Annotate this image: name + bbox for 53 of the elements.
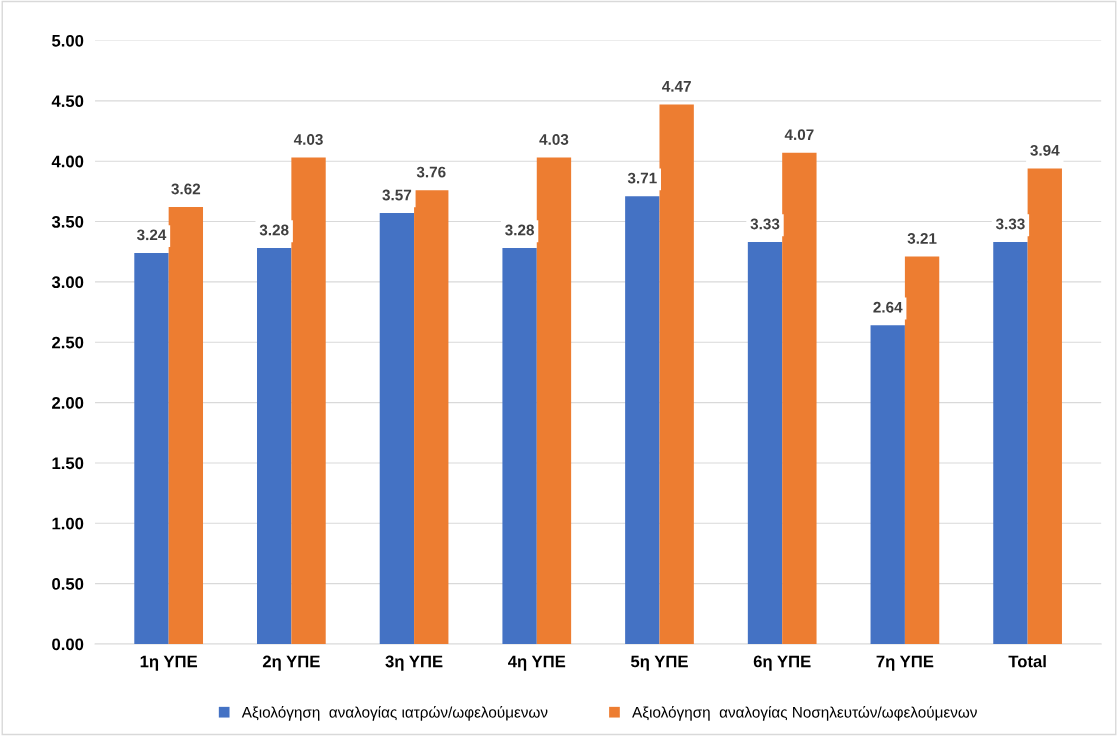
x-tick-label: 5η ΥΠΕ bbox=[630, 655, 688, 671]
y-tick-label: 1.00 bbox=[52, 517, 84, 530]
bar bbox=[414, 190, 449, 644]
x-tick-label: 3η ΥΠΕ bbox=[385, 655, 443, 671]
bar bbox=[904, 256, 940, 644]
bar bbox=[379, 213, 415, 644]
data-label: 3.21 bbox=[907, 233, 937, 244]
x-tick-label: 2η ΥΠΕ bbox=[262, 655, 320, 671]
data-label: 4.03 bbox=[293, 134, 323, 145]
data-label: 3.94 bbox=[1030, 144, 1060, 156]
data-label: 4.07 bbox=[784, 129, 814, 141]
data-label: 2.64 bbox=[873, 301, 903, 313]
y-tick-label: 0.00 bbox=[52, 638, 84, 651]
bar bbox=[625, 196, 660, 644]
x-tick-label: 1η ΥΠΕ bbox=[140, 655, 198, 671]
data-label: 3.76 bbox=[416, 166, 446, 178]
data-label: 3.28 bbox=[259, 224, 289, 236]
y-tick-label: 4.00 bbox=[51, 155, 84, 168]
bar bbox=[659, 104, 694, 644]
data-label: 3.28 bbox=[505, 224, 534, 236]
data-label: 3.62 bbox=[171, 183, 201, 195]
y-tick-label: 4.50 bbox=[51, 95, 84, 108]
bar bbox=[747, 242, 783, 644]
data-label: 3.57 bbox=[382, 189, 412, 201]
data-label: 3.33 bbox=[995, 218, 1025, 230]
y-tick-label: 0.50 bbox=[52, 578, 84, 590]
y-tick-label: 1.50 bbox=[52, 457, 84, 470]
data-label: 3.24 bbox=[136, 229, 167, 241]
x-tick-label: 4η ΥΠΕ bbox=[508, 655, 566, 671]
bar bbox=[870, 325, 905, 644]
bar bbox=[782, 152, 817, 644]
y-tick-label: 2.50 bbox=[52, 336, 84, 349]
bar bbox=[502, 248, 537, 644]
bar bbox=[291, 157, 326, 644]
y-tick-label: 5.00 bbox=[52, 34, 84, 47]
bar bbox=[257, 248, 292, 644]
bar bbox=[536, 157, 572, 644]
data-label: 3.71 bbox=[627, 172, 657, 184]
data-label: 4.03 bbox=[539, 134, 569, 145]
bar bbox=[993, 242, 1028, 644]
data-label: 4.47 bbox=[662, 81, 691, 92]
x-tick-label: Total bbox=[1008, 655, 1046, 668]
y-tick-label: 3.00 bbox=[51, 276, 84, 289]
legend-label: Αξιολόγηση αναλογίας Νοσηλευτών/ωφελούμενων bbox=[632, 706, 977, 721]
y-tick-label: 2.00 bbox=[52, 396, 84, 409]
data-label: 3.33 bbox=[750, 218, 780, 230]
bar bbox=[168, 207, 204, 644]
y-tick-label: 3.50 bbox=[51, 215, 84, 228]
x-tick-label: 6η ΥΠΕ bbox=[753, 655, 811, 671]
legend-label: Αξιολόγηση αναλογίας ιατρών/ωφελούμενων bbox=[241, 706, 548, 721]
bar bbox=[134, 252, 169, 644]
x-tick-label: 7η ΥΠΕ bbox=[876, 655, 934, 671]
bar bbox=[1027, 168, 1062, 644]
